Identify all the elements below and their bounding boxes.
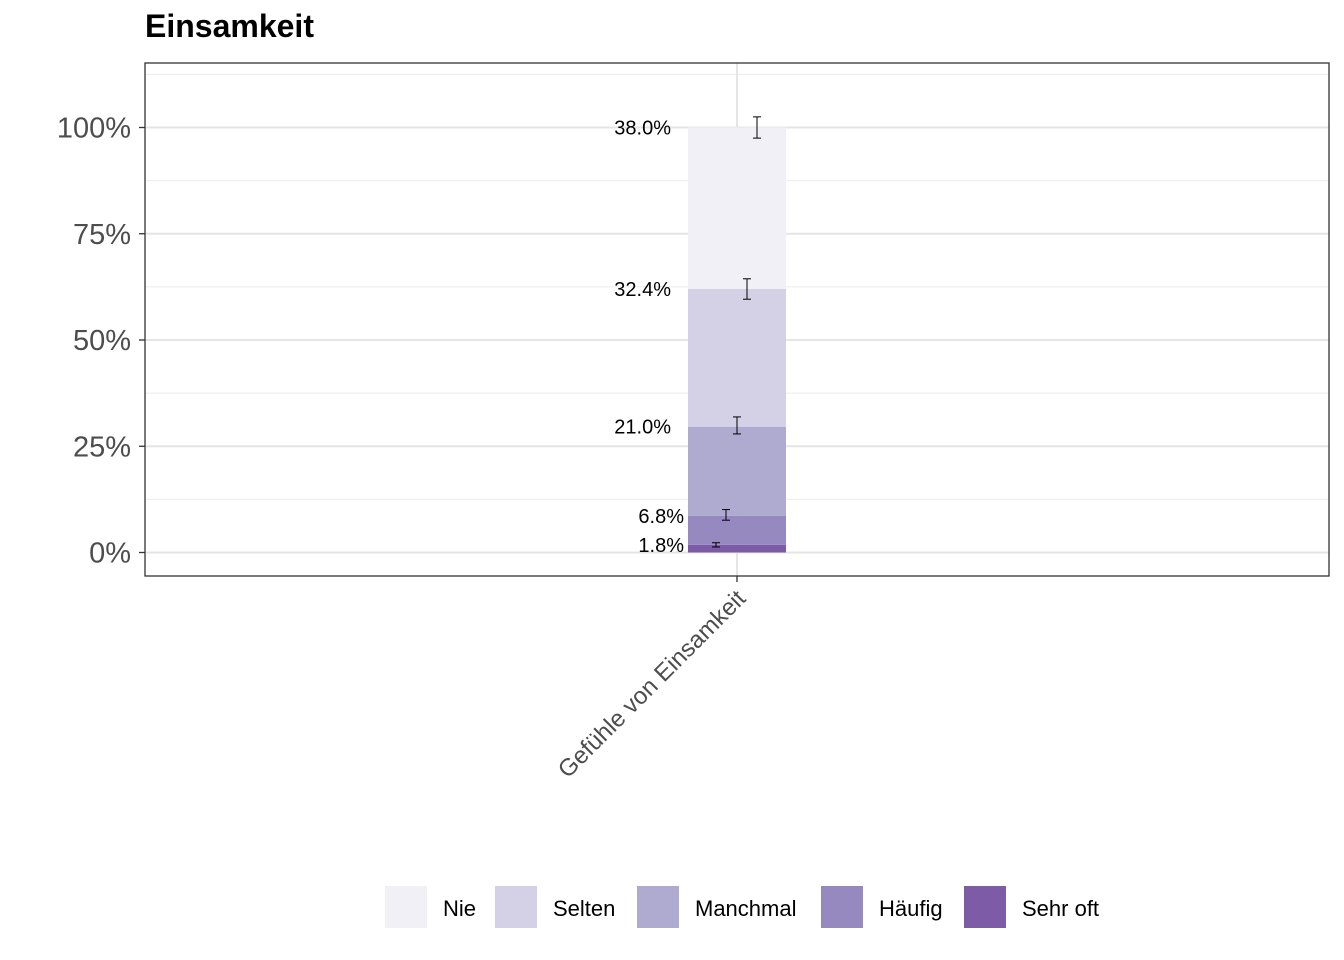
bars-layer (688, 127, 786, 553)
y-tick-label: 25% (73, 431, 131, 463)
y-tick-label: 100% (57, 113, 131, 145)
axis-layer: 0% 25% 50% 75% 100% Gefühle von Einsamkeit (57, 113, 752, 784)
data-label: 38.0% (614, 118, 671, 140)
y-tick-label: 75% (73, 219, 131, 251)
bar-segment (688, 127, 786, 289)
x-tick-label: Gefühle von Einsamkeit (553, 585, 752, 784)
legend-label: Manchmal (695, 896, 796, 921)
legend-label: Häufig (879, 896, 943, 921)
data-label: 21.0% (614, 417, 671, 439)
legend-key (964, 886, 1006, 928)
bar-segment (688, 426, 786, 516)
data-labels-layer: 1.8% 6.8% 21.0% 32.4% 38.0% (614, 118, 684, 557)
legend-label: Nie (443, 896, 476, 921)
data-label: 1.8% (638, 535, 684, 557)
legend-key (821, 886, 863, 928)
legend-key (637, 886, 679, 928)
legend-label: Sehr oft (1022, 896, 1099, 921)
y-tick-label: 0% (89, 538, 131, 570)
y-tick-label: 50% (73, 325, 131, 357)
bar-segment (688, 515, 786, 545)
legend: Nie Selten Manchmal Häufig Sehr oft (385, 886, 1099, 928)
chart-title: Einsamkeit (145, 8, 314, 44)
bar-segment (688, 289, 786, 427)
data-label: 6.8% (638, 506, 684, 528)
legend-label: Selten (553, 896, 615, 921)
data-label: 32.4% (614, 279, 671, 301)
legend-key (495, 886, 537, 928)
bar-segment (688, 544, 786, 553)
errorbar-layer (712, 116, 761, 548)
legend-key (385, 886, 427, 928)
